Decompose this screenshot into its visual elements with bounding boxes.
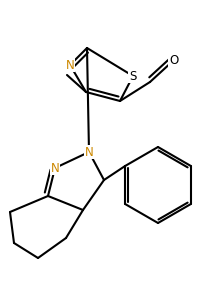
Text: N: N (51, 162, 59, 175)
Text: N: N (66, 58, 74, 72)
Text: S: S (129, 70, 137, 83)
Text: O: O (169, 54, 179, 67)
Text: N: N (85, 146, 93, 159)
